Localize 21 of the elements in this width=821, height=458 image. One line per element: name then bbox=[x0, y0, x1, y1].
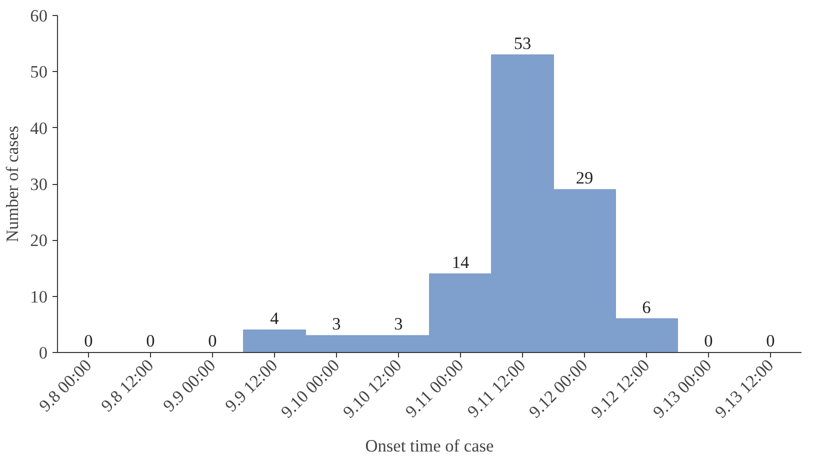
data-label: 0 bbox=[766, 332, 775, 350]
y-tick-label: 40 bbox=[30, 118, 48, 138]
data-label: 3 bbox=[332, 314, 341, 334]
data-label: 0 bbox=[208, 332, 217, 350]
data-label: 0 bbox=[84, 332, 93, 350]
y-tick-label: 50 bbox=[30, 62, 48, 82]
data-label: 3 bbox=[394, 314, 403, 334]
y-tick-label: 10 bbox=[30, 287, 48, 306]
y-tick-label: 20 bbox=[30, 231, 48, 250]
data-label: 53 bbox=[514, 34, 532, 53]
data-label: 0 bbox=[704, 332, 713, 350]
data-label: 14 bbox=[452, 252, 470, 272]
y-tick-label: 0 bbox=[38, 344, 48, 362]
x-axis-title: Onset time of case bbox=[365, 436, 494, 456]
data-label: 29 bbox=[576, 168, 594, 188]
y-tick-label: 60 bbox=[30, 6, 48, 26]
data-label: 4 bbox=[270, 309, 280, 328]
y-axis-title: Number of cases bbox=[3, 126, 22, 242]
data-label: 6 bbox=[642, 298, 652, 317]
data-label: 0 bbox=[146, 332, 155, 350]
y-tick-label: 30 bbox=[30, 175, 48, 194]
